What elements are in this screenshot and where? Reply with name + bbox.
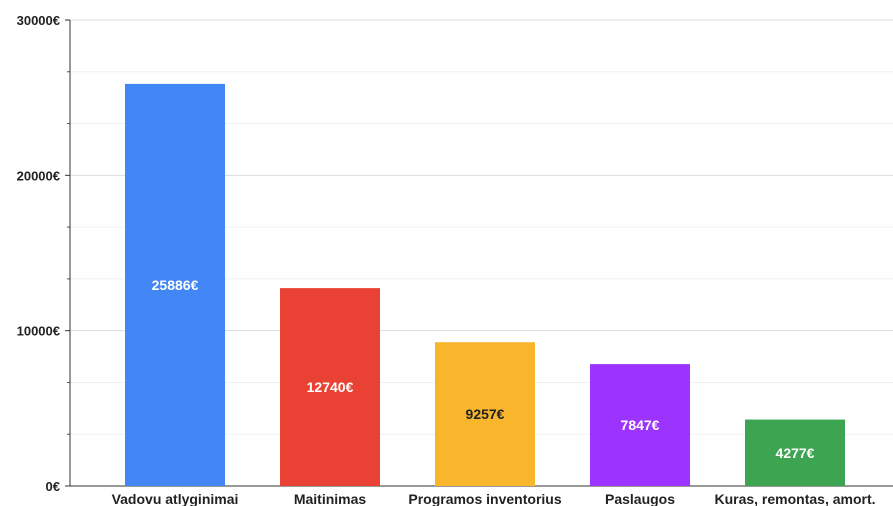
y-tick-label: 30000€ xyxy=(17,13,60,28)
bar-data-label: 25886€ xyxy=(152,277,199,293)
x-category-label: Programos inventorius xyxy=(408,491,561,506)
bar-data-label: 7847€ xyxy=(621,417,660,433)
bar-data-label: 9257€ xyxy=(466,406,505,422)
y-tick-label: 10000€ xyxy=(17,324,60,339)
labels: 0€ 10000€ 20000€ 30000€ 25886€ Vadovu atlygin… xyxy=(17,13,876,506)
x-category-label: Maitinimas xyxy=(294,491,367,506)
bar-data-label: 4277€ xyxy=(776,445,815,461)
bar xyxy=(280,288,380,486)
bar xyxy=(435,342,535,486)
bar-data-label: 12740€ xyxy=(307,379,354,395)
bar xyxy=(590,364,690,486)
x-category-label: Vadovu atlyginimai xyxy=(112,491,239,506)
y-tick-label: 20000€ xyxy=(17,168,60,183)
x-category-label: Paslaugos xyxy=(605,491,675,506)
bars xyxy=(125,83,845,486)
bar xyxy=(745,419,845,486)
bar xyxy=(125,83,225,486)
y-tick-label: 0€ xyxy=(46,479,60,494)
x-category-label: Kuras, remontas, amort. xyxy=(714,491,875,506)
